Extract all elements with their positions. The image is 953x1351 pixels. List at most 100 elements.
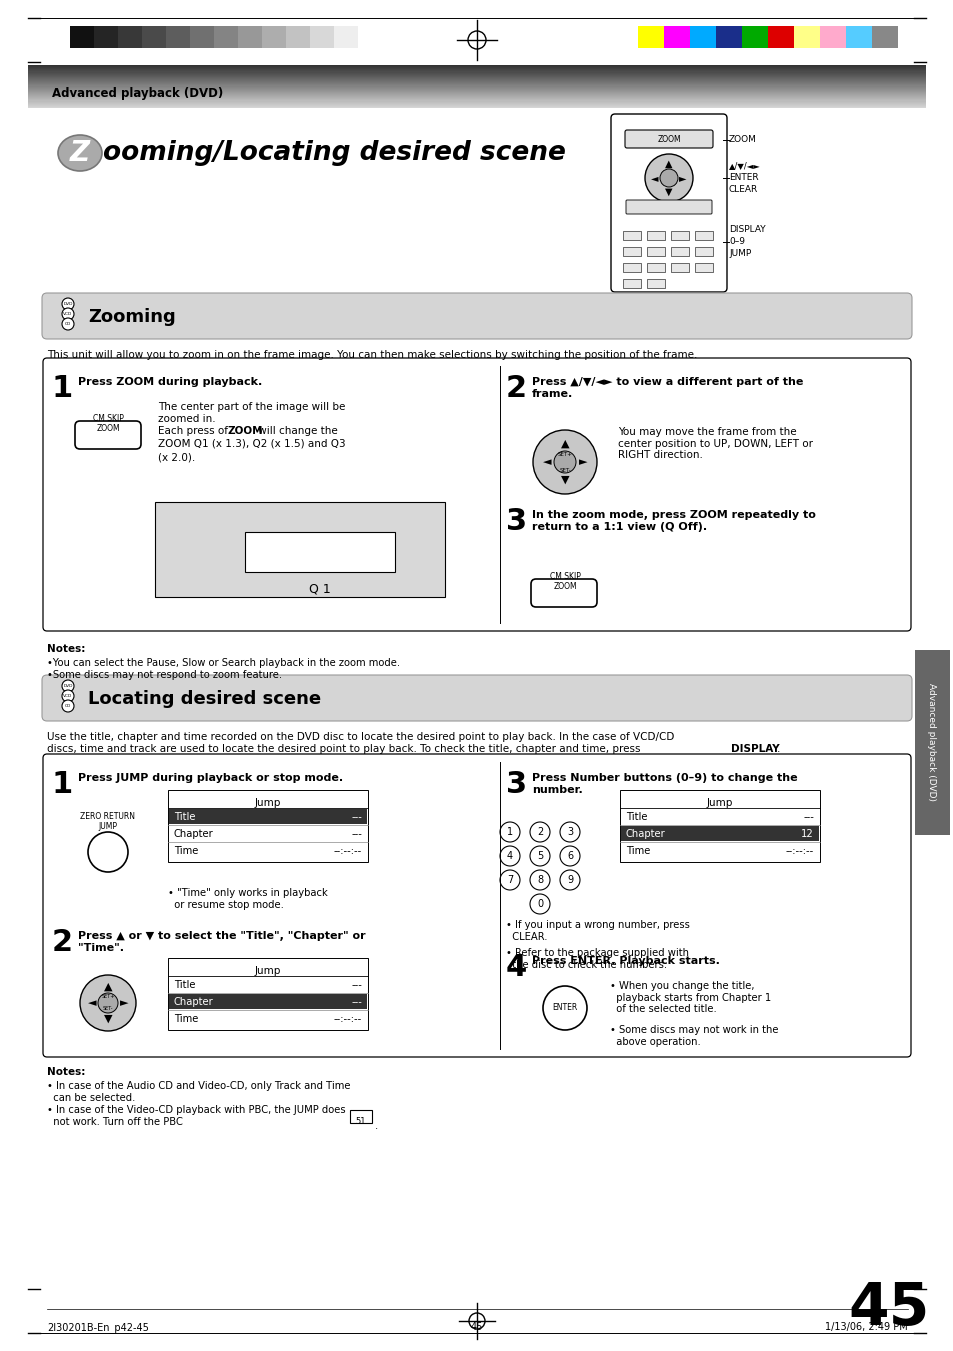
Text: Notes:: Notes: <box>47 644 85 654</box>
Bar <box>914 650 949 835</box>
Text: 3: 3 <box>566 827 573 838</box>
Text: --:--:--: --:--:-- <box>334 846 361 857</box>
Text: Press ENTER. Playback starts.: Press ENTER. Playback starts. <box>532 957 720 966</box>
Text: ▼: ▼ <box>560 476 569 485</box>
Circle shape <box>499 846 519 866</box>
Circle shape <box>659 169 678 186</box>
Text: Press JUMP during playback or stop mode.: Press JUMP during playback or stop mode. <box>78 773 343 784</box>
Bar <box>237 26 262 49</box>
Text: CLEAR: CLEAR <box>728 185 758 195</box>
Bar <box>663 26 689 49</box>
Text: ▲: ▲ <box>664 159 672 169</box>
Text: ---: --- <box>351 997 361 1006</box>
Text: 5: 5 <box>537 851 542 861</box>
Bar <box>350 1111 372 1123</box>
Text: • "Time" only works in playback
  or resume stop mode.: • "Time" only works in playback or resum… <box>168 888 328 909</box>
Bar <box>622 280 640 288</box>
Text: 4: 4 <box>506 851 513 861</box>
FancyBboxPatch shape <box>42 676 911 721</box>
Text: DVD: DVD <box>63 684 72 688</box>
Text: .: . <box>375 1121 377 1131</box>
Text: 45: 45 <box>471 1323 482 1332</box>
Bar <box>166 26 190 49</box>
Bar <box>716 26 741 49</box>
Text: SET+: SET+ <box>101 994 114 1000</box>
Bar <box>695 263 712 272</box>
Text: 2I30201B-En_p42-45: 2I30201B-En_p42-45 <box>47 1323 149 1333</box>
Text: Time: Time <box>173 1015 198 1024</box>
FancyBboxPatch shape <box>531 580 597 607</box>
Text: 2: 2 <box>537 827 542 838</box>
Text: DISPLAY: DISPLAY <box>728 226 765 235</box>
Bar <box>695 247 712 255</box>
Text: 3: 3 <box>505 507 527 536</box>
Text: ZERO RETURN
JUMP: ZERO RETURN JUMP <box>80 812 135 831</box>
Text: Advanced playback (DVD): Advanced playback (DVD) <box>926 684 936 801</box>
Text: 51: 51 <box>355 1117 366 1125</box>
Circle shape <box>62 700 74 712</box>
Text: You may move the frame from the
center position to UP, DOWN, LEFT or
RIGHT direc: You may move the frame from the center p… <box>618 427 812 461</box>
Text: 9: 9 <box>566 875 573 885</box>
Text: 1: 1 <box>506 827 513 838</box>
FancyBboxPatch shape <box>43 754 910 1056</box>
Text: Press Number buttons (0–9) to change the
number.: Press Number buttons (0–9) to change the… <box>532 773 797 794</box>
Text: 0–9: 0–9 <box>728 238 744 246</box>
Text: SET+: SET+ <box>557 451 572 457</box>
Circle shape <box>62 317 74 330</box>
Text: --:--:--: --:--:-- <box>334 1015 361 1024</box>
Text: VCD: VCD <box>63 312 72 316</box>
Text: ---: --- <box>351 979 361 990</box>
Text: Chapter: Chapter <box>173 997 213 1006</box>
FancyBboxPatch shape <box>610 113 726 292</box>
Text: 1: 1 <box>52 374 73 403</box>
Circle shape <box>533 430 597 494</box>
Text: •You can select the Pause, Slow or Search playback in the zoom mode.: •You can select the Pause, Slow or Searc… <box>47 658 399 667</box>
Text: Time: Time <box>173 846 198 857</box>
Text: •Some discs may not respond to zoom feature.: •Some discs may not respond to zoom feat… <box>47 670 282 680</box>
Text: ▲/▼/◄►: ▲/▼/◄► <box>728 162 760 170</box>
Text: ►: ► <box>120 998 128 1008</box>
Text: ▲: ▲ <box>560 439 569 449</box>
Bar <box>245 532 395 571</box>
Circle shape <box>499 821 519 842</box>
Circle shape <box>559 846 579 866</box>
FancyBboxPatch shape <box>75 422 141 449</box>
Bar <box>793 26 820 49</box>
Circle shape <box>554 451 576 473</box>
Text: will change the: will change the <box>254 426 337 436</box>
FancyBboxPatch shape <box>43 358 910 631</box>
Text: ▲: ▲ <box>104 982 112 992</box>
Bar <box>638 26 663 49</box>
Circle shape <box>62 690 74 703</box>
Text: DVD: DVD <box>63 303 72 305</box>
Text: SET-: SET- <box>103 1006 113 1012</box>
Bar <box>695 231 712 240</box>
Text: ZOOM: ZOOM <box>728 135 756 145</box>
Text: • In case of the Audio CD and Video-CD, only Track and Time
  can be selected.: • In case of the Audio CD and Video-CD, … <box>47 1081 350 1102</box>
Bar <box>845 26 871 49</box>
Text: .: . <box>776 744 780 754</box>
Text: Notes:: Notes: <box>47 1067 85 1077</box>
Text: CM SKIP
ZOOM: CM SKIP ZOOM <box>92 413 123 434</box>
Text: Jump: Jump <box>254 966 281 975</box>
Circle shape <box>530 870 550 890</box>
Circle shape <box>530 894 550 915</box>
Bar <box>767 26 793 49</box>
Text: 1: 1 <box>52 770 73 798</box>
Text: Each press of: Each press of <box>158 426 231 436</box>
Text: ◄: ◄ <box>651 173 659 182</box>
Text: CM SKIP
ZOOM: CM SKIP ZOOM <box>549 571 579 592</box>
Text: Title: Title <box>173 812 195 821</box>
Text: ---: --- <box>351 830 361 839</box>
Text: ENTER: ENTER <box>552 1004 577 1012</box>
Text: ZOOM: ZOOM <box>228 426 263 436</box>
Bar <box>262 26 286 49</box>
Bar <box>689 26 716 49</box>
Text: ZOOM Q1 (x 1.3), Q2 (x 1.5) and Q3: ZOOM Q1 (x 1.3), Q2 (x 1.5) and Q3 <box>158 439 345 449</box>
Text: Title: Title <box>173 979 195 990</box>
Text: ooming/Locating desired scene: ooming/Locating desired scene <box>103 141 565 166</box>
FancyBboxPatch shape <box>625 200 711 213</box>
Circle shape <box>559 821 579 842</box>
Text: • When you change the title,
  playback starts from Chapter 1
  of the selected : • When you change the title, playback st… <box>609 981 770 1015</box>
Circle shape <box>80 975 136 1031</box>
